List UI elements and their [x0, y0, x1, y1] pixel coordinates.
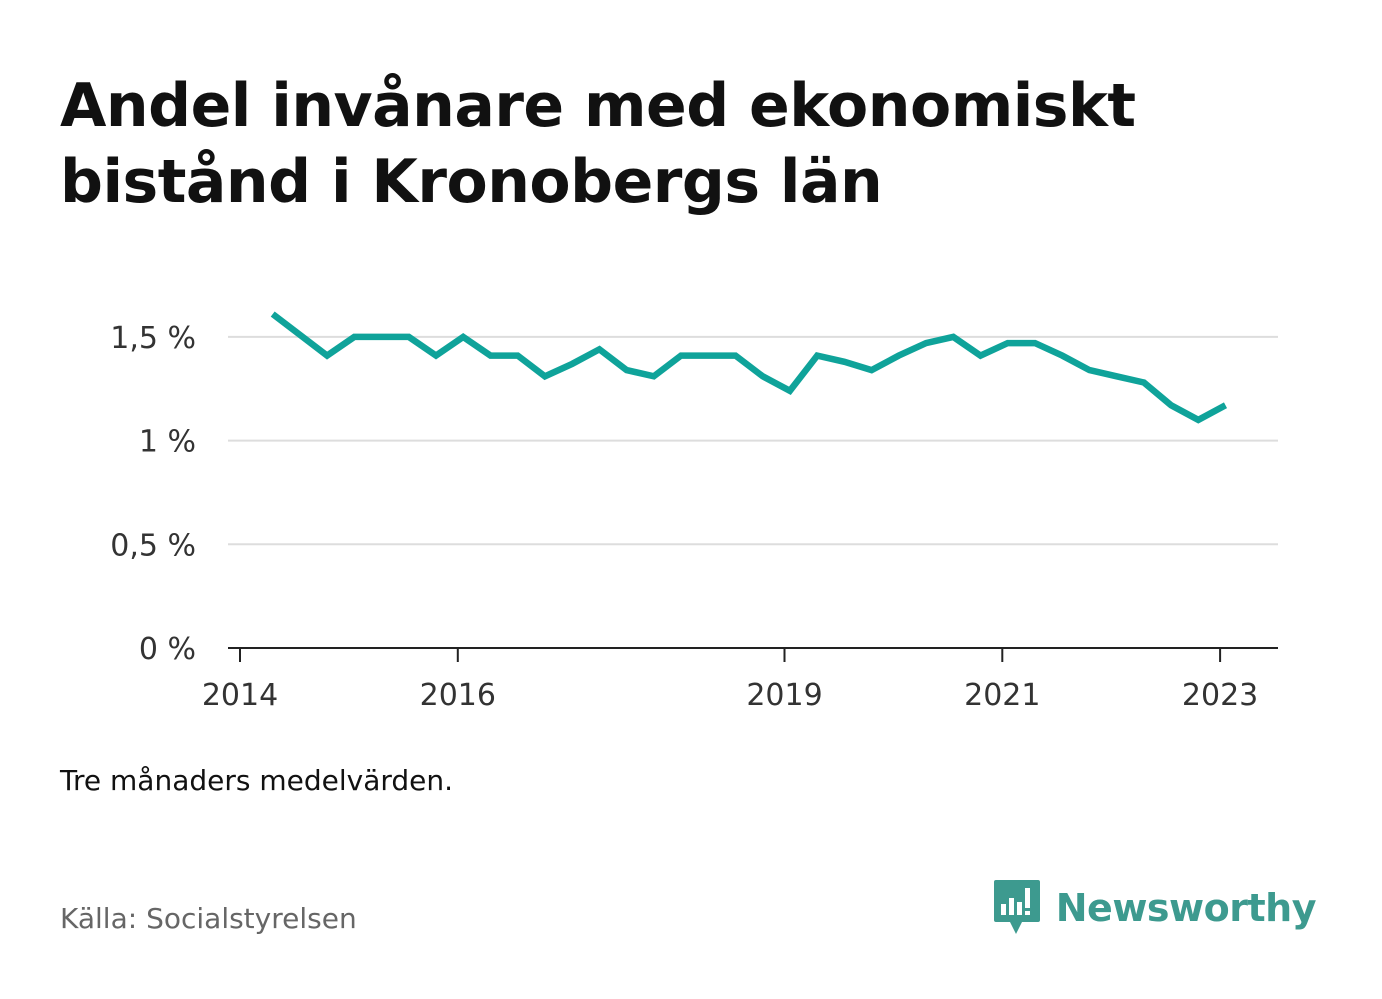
- y-tick-label: 1 %: [139, 425, 196, 460]
- x-tick-label: 2016: [420, 678, 496, 713]
- x-tick-label: 2014: [202, 678, 278, 713]
- y-axis-labels: 0 % 0,5 % 1 % 1,5 %: [110, 321, 196, 667]
- x-axis-ticks: [239, 648, 1222, 662]
- y-tick-label: 0 %: [139, 632, 196, 667]
- x-tick-label: 2019: [746, 678, 822, 713]
- x-tick-label: 2023: [1182, 678, 1258, 713]
- newsworthy-logo-icon: [993, 880, 1040, 934]
- x-tick-label: 2021: [964, 678, 1040, 713]
- y-tick-label: 1,5 %: [110, 321, 196, 356]
- chart-title: Andel invånare med ekonomiskt bistånd i …: [60, 71, 1136, 217]
- brand-name: Newsworthy: [1055, 886, 1317, 930]
- x-axis-labels: 2014 2016 2019 2021 2023: [202, 678, 1258, 713]
- source-credit: Källa: Socialstyrelsen: [60, 902, 357, 935]
- y-tick-label: 0,5 %: [110, 528, 196, 563]
- brand-logo[interactable]: Newsworthy: [992, 878, 1317, 938]
- series-line: [270, 311, 1228, 424]
- chart-note: Tre månaders medelvärden.: [60, 764, 454, 797]
